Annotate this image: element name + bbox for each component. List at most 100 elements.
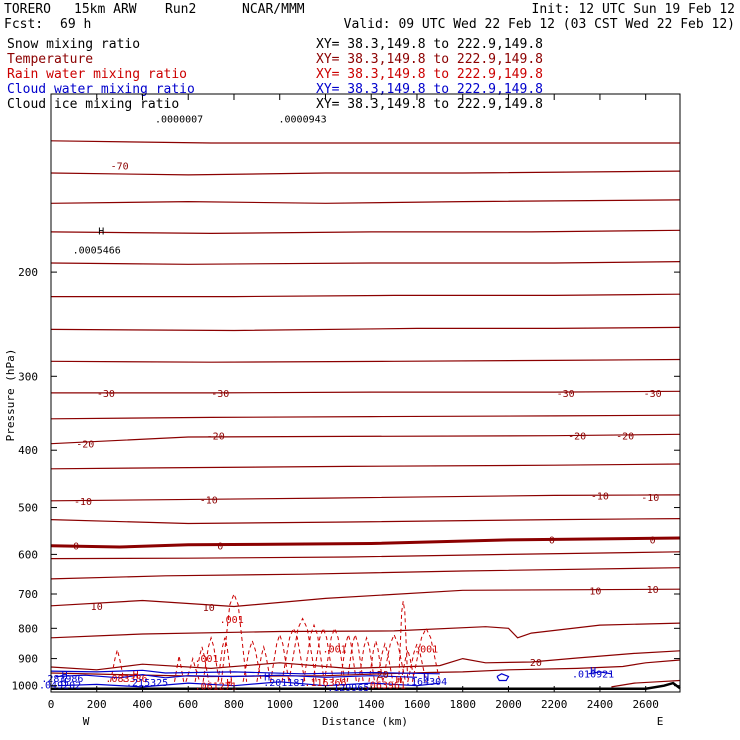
extremum-label: H — [98, 226, 104, 237]
x-tick-label: 1600 — [404, 698, 431, 711]
extremum-label: .001 — [414, 644, 438, 655]
rain-contour-line — [339, 632, 357, 682]
legend-temperature-name: Temperature — [7, 52, 93, 67]
rain-contour-line — [323, 626, 346, 682]
legend-cloud-water-name: Cloud water mixing ratio — [7, 82, 195, 97]
temperature-contour-line — [51, 390, 681, 394]
legend-rain-name: Rain water mixing ratio — [7, 67, 187, 82]
temperature-contour-label: -20 — [76, 440, 94, 451]
rain-contour-line — [288, 617, 317, 682]
temperature-contour-label: -20 — [207, 432, 225, 443]
temperature-contour-label: -30 — [557, 389, 575, 400]
temperature-contour-label: 20 — [377, 670, 389, 681]
extremum-label: .061271 — [195, 682, 237, 693]
extremum-label: .001 — [220, 615, 244, 626]
x-tick-label: 2600 — [632, 698, 659, 711]
temperature-contour-line — [50, 414, 681, 420]
extremum-label: H — [396, 675, 402, 686]
legend-cloud-water-xy: XY= 38.3,149.8 to 222.9,149.8 — [316, 82, 543, 97]
y-tick-label: 800 — [18, 622, 38, 635]
temperature-contour-line — [51, 293, 681, 298]
legend-rain-xy: XY= 38.3,149.8 to 222.9,149.8 — [316, 67, 543, 82]
extremum-label: .129965 — [327, 683, 369, 694]
temperature-contour-label: 10 — [589, 586, 601, 597]
contour-labels: -70 -30 -30 -30 -30 -20 -20 -20 -20 -10 -10 -10 -10 0… — [39, 115, 662, 694]
temperature-contour-label: -10 — [591, 491, 609, 502]
legend-snow-xy: XY= 38.3,149.8 to 222.9,149.8 — [316, 37, 543, 52]
header-fcst-value: 69 h — [60, 17, 91, 32]
rain-contour-line — [256, 644, 272, 682]
extremum-label: .283986 — [41, 674, 83, 685]
x-tick-label: 2400 — [587, 698, 614, 711]
extremum-label: .0000943 — [279, 115, 327, 126]
temperature-contour-label: -30 — [97, 389, 115, 400]
temperature-contour-line — [50, 199, 681, 204]
cloud-water-contour-line — [588, 671, 612, 675]
temperature-contour-line — [50, 170, 681, 176]
rain-contour-line — [407, 642, 427, 682]
plot-frame — [50, 93, 681, 693]
x-tick-label: 1000 — [266, 698, 293, 711]
temperature-contour-label: -20 — [568, 432, 586, 443]
x-tick-label: 0 — [48, 698, 55, 711]
cloud-water-contour-line — [50, 669, 440, 675]
y-tick-label: 600 — [18, 548, 38, 561]
legend-cloud-ice-name: Cloud ice mixing ratio — [7, 97, 179, 112]
y-tick-label: 900 — [18, 653, 38, 666]
temperature-contour-line — [50, 326, 681, 332]
header-run: Run2 — [165, 2, 196, 17]
temperature-contour-label: 0 — [650, 535, 656, 546]
extremum-label: H — [133, 670, 139, 681]
temperature-contour-line — [50, 588, 681, 608]
y-tick-label: 300 — [18, 370, 38, 383]
y-axis-label: Pressure (hPa) — [4, 349, 17, 442]
x-tick-label: 1200 — [312, 698, 339, 711]
extremum-label: .0000007 — [155, 115, 203, 126]
x-tick-label: 2000 — [495, 698, 522, 711]
temperature-contour-line — [50, 494, 681, 502]
rain-contour-line — [358, 636, 376, 682]
x-axis-label: Distance (km) — [322, 715, 408, 728]
extremum-label: .001 — [323, 644, 347, 655]
temperature-contour-line — [50, 650, 681, 671]
extremum-label: .049202 — [39, 680, 81, 691]
rain-contour-line — [174, 655, 185, 682]
y-tick-label: 400 — [18, 444, 38, 457]
x-axis-left-end: W — [83, 715, 90, 728]
temperature-contour-line — [50, 536, 681, 549]
cloud-water-contour-line — [57, 681, 440, 688]
extremum-label: H — [590, 666, 596, 677]
temperature-contour-label: 0 — [217, 542, 223, 553]
legend-snow-name: Snow mixing ratio — [7, 37, 140, 52]
rain-contour-line — [398, 601, 409, 682]
temperature-contour-line — [50, 551, 681, 560]
x-axis-right-end: E — [657, 715, 664, 728]
extremum-label: .201181 — [263, 678, 305, 689]
temperature-contour-line — [50, 229, 681, 235]
temperature-contour-line — [50, 261, 681, 265]
temperature-contour-label: -70 — [111, 161, 129, 172]
y-tick-label: 1000 — [12, 680, 39, 693]
extremum-label: H — [423, 673, 429, 684]
rain-contour-line — [220, 592, 248, 682]
rain-contour-line — [217, 637, 233, 682]
x-tick-label: 800 — [224, 698, 244, 711]
temperature-contour-label: 0 — [549, 535, 555, 546]
extremum-label: .0005466 — [73, 245, 121, 256]
temperature-contour-label: -10 — [74, 497, 92, 508]
extremum-label: H — [264, 673, 270, 684]
rain-contour-line — [303, 623, 325, 682]
temperature-contour-line — [611, 679, 681, 688]
temperature-contour-label: -30 — [644, 389, 662, 400]
header-center: NCAR/MMM — [242, 2, 305, 17]
temperature-contour-label: 10 — [647, 585, 659, 596]
x-tick-label: 600 — [178, 698, 198, 711]
header-resolution: 15km ARW — [74, 2, 137, 17]
rain-contour-line — [242, 639, 262, 682]
temperature-contour-label: 20 — [530, 658, 542, 669]
temperature-contour-line — [50, 622, 681, 639]
cloud-water-contour-line — [55, 673, 418, 679]
temperature-contour-label: -10 — [200, 496, 218, 507]
temperature-contour-line — [50, 433, 681, 445]
